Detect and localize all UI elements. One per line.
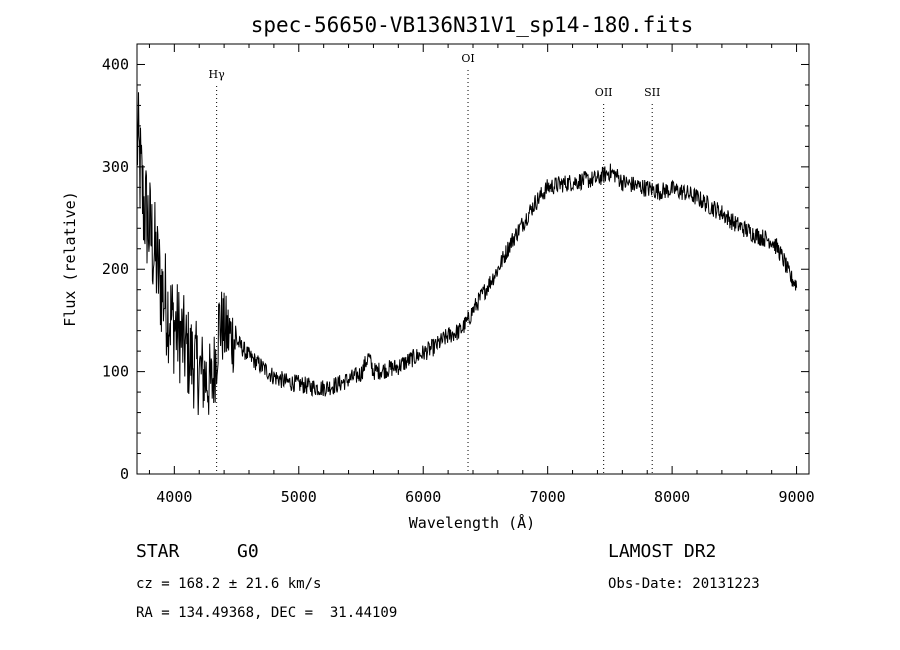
spectral-line-label: Hγ: [209, 68, 226, 81]
plot-frame: [136, 43, 810, 475]
x-tick-label: 5000: [281, 488, 317, 506]
spectral-line-label: SII: [644, 86, 660, 99]
survey-name: LAMOST DR2: [608, 541, 717, 562]
x-tick-label: 8000: [654, 488, 690, 506]
line-markers: Hγ OI OII SII: [209, 52, 660, 474]
axis-ticks: 4000 5000 6000 7000 8000 9000 0 100 200 300 400: [102, 43, 815, 506]
x-tick-label: 4000: [156, 488, 192, 506]
redshift-text: cz = 168.2 ± 21.6 km/s: [136, 576, 322, 592]
coordinates-text: RA = 134.49368, DEC = 31.44109: [136, 605, 398, 621]
x-tick-label: 7000: [530, 488, 566, 506]
object-subclass: G0: [237, 541, 259, 562]
y-axis-title: Flux (relative): [61, 191, 79, 326]
x-tick-label: 6000: [405, 488, 441, 506]
chart-title: spec-56650-VB136N31V1_sp14-180.fits: [251, 13, 694, 37]
flux-series-line: [136, 92, 798, 416]
y-tick-label: 200: [102, 260, 129, 278]
spectral-line-label: OI: [461, 52, 474, 65]
x-tick-label: 9000: [778, 488, 814, 506]
x-axis-title: Wavelength (Å): [409, 513, 535, 532]
y-tick-label: 400: [102, 55, 129, 73]
object-class: STAR: [136, 541, 180, 562]
y-tick-label: 100: [102, 363, 129, 381]
spectral-line-label: OII: [595, 86, 613, 99]
observation-date: Obs-Date: 20131223: [608, 576, 760, 592]
y-tick-label: 300: [102, 158, 129, 176]
y-tick-label: 0: [120, 465, 129, 483]
